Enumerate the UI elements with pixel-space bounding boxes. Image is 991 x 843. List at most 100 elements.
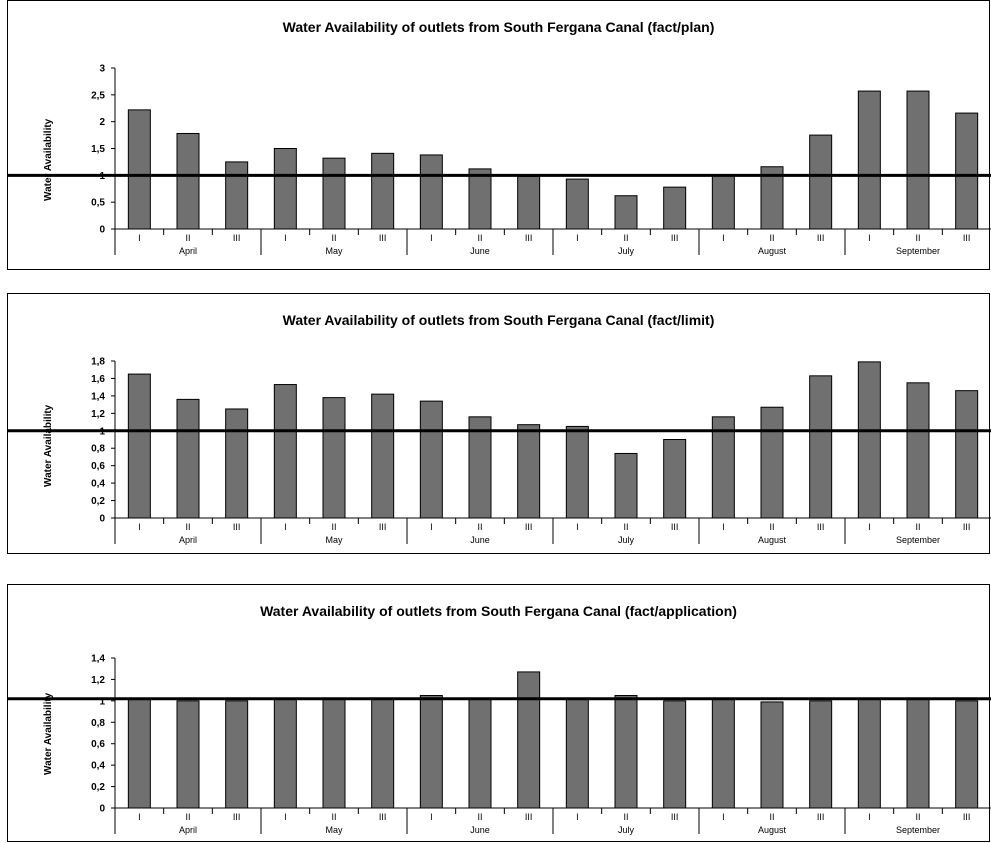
decade-label: III (963, 812, 971, 822)
decade-label: II (915, 233, 920, 243)
decade-label: III (817, 522, 825, 532)
bar-april-ii (176, 398, 200, 519)
decade-label: III (963, 233, 971, 243)
bar-may-iii (371, 393, 395, 519)
month-label-may: May (325, 535, 343, 545)
y-tick-label: 0,4 (91, 761, 105, 772)
decade-label: II (331, 812, 336, 822)
bar-june-i (419, 695, 443, 809)
decade-label: II (623, 233, 628, 243)
month-label-april: April (179, 535, 197, 545)
chart-title: Water Availability of outlets from South… (282, 19, 715, 35)
decade-label: II (915, 522, 920, 532)
decade-label: III (671, 812, 679, 822)
bar-june-i (419, 154, 443, 230)
month-label-may: May (325, 246, 343, 256)
decade-label: I (868, 233, 871, 243)
y-tick-label: 0,8 (91, 718, 105, 729)
y-tick-label: 0,5 (91, 198, 105, 209)
decade-label: I (576, 522, 579, 532)
month-label-july: July (618, 825, 635, 835)
month-label-july: July (618, 535, 635, 545)
month-label-april: April (179, 825, 197, 835)
decade-label: II (769, 812, 774, 822)
month-label-june: June (470, 825, 490, 835)
y-tick-label: 1,4 (91, 654, 105, 665)
bar-july-iii (663, 700, 687, 809)
decade-label: I (430, 233, 433, 243)
bar-june-i (419, 400, 443, 519)
decade-label: III (379, 233, 387, 243)
month-label-september: September (896, 246, 940, 256)
bar-july-ii (614, 195, 638, 230)
decade-label: II (915, 812, 920, 822)
y-tick-label: 0 (99, 514, 105, 525)
chart-plot: 00,20,40,60,811,21,4I II III I II III I II III I I… (8, 654, 991, 835)
y-tick-label: 0,6 (91, 461, 105, 472)
bar-june-ii (468, 698, 492, 809)
decade-label: I (430, 522, 433, 532)
bar-august-ii (760, 406, 784, 519)
decade-label: II (477, 522, 482, 532)
decade-label: III (379, 812, 387, 822)
bar-september-i (857, 90, 881, 230)
bar-may-ii (322, 157, 346, 230)
bar-august-iii (809, 375, 833, 519)
decade-label: II (623, 522, 628, 532)
decade-label: III (671, 233, 679, 243)
y-tick-label: 0,8 (91, 444, 105, 455)
month-label-september: September (896, 825, 940, 835)
bar-september-iii (955, 112, 979, 230)
y-tick-label: 1,2 (91, 675, 105, 686)
month-label-june: June (470, 535, 490, 545)
y-tick-label: 1 (99, 696, 105, 707)
bar-august-iii (809, 700, 833, 809)
decade-label: II (185, 812, 190, 822)
decade-label: I (138, 812, 141, 822)
decade-label: I (284, 812, 287, 822)
chart-panel-fact-application: Water Availability of outlets from South… (7, 584, 991, 842)
month-label-august: August (758, 825, 787, 835)
y-tick-label: 0 (99, 804, 105, 815)
bar-july-ii (614, 695, 638, 809)
bar-april-iii (225, 408, 249, 519)
month-label-august: August (758, 535, 787, 545)
bar-july-ii (614, 452, 638, 519)
decade-label: I (284, 233, 287, 243)
y-tick-label: 1,5 (91, 144, 105, 155)
decade-label: I (868, 812, 871, 822)
decade-label: III (817, 233, 825, 243)
decade-label: III (379, 522, 387, 532)
bar-september-ii (906, 382, 930, 519)
decade-label: II (769, 233, 774, 243)
bar-april-i (127, 698, 151, 809)
bar-september-iii (955, 700, 979, 809)
decade-label: III (233, 233, 241, 243)
bar-september-ii (906, 698, 930, 809)
y-tick-label: 0,2 (91, 496, 105, 507)
bar-july-i (565, 698, 589, 809)
bar-may-i (273, 148, 297, 230)
chart-title: Water Availability of outlets from South… (282, 312, 715, 328)
bar-april-i (127, 109, 151, 230)
y-tick-label: 2,5 (91, 90, 105, 101)
month-label-july: July (618, 246, 635, 256)
decade-label: I (722, 233, 725, 243)
decade-label: III (233, 522, 241, 532)
month-label-may: May (325, 825, 343, 835)
bar-september-i (857, 361, 881, 519)
y-tick-label: 3 (99, 64, 105, 75)
decade-label: II (769, 522, 774, 532)
bar-june-iii (517, 175, 541, 230)
decade-label: I (284, 522, 287, 532)
bar-july-i (565, 178, 589, 230)
y-tick-label: 0,6 (91, 739, 105, 750)
month-label-august: August (758, 246, 787, 256)
month-label-april: April (179, 246, 197, 256)
decade-label: I (722, 812, 725, 822)
chart-panel-fact-plan: Water Availability of outlets from South… (7, 0, 991, 270)
y-tick-label: 0,4 (91, 479, 105, 490)
decade-label: II (477, 812, 482, 822)
decade-label: I (138, 522, 141, 532)
y-tick-label: 1,2 (91, 409, 105, 420)
